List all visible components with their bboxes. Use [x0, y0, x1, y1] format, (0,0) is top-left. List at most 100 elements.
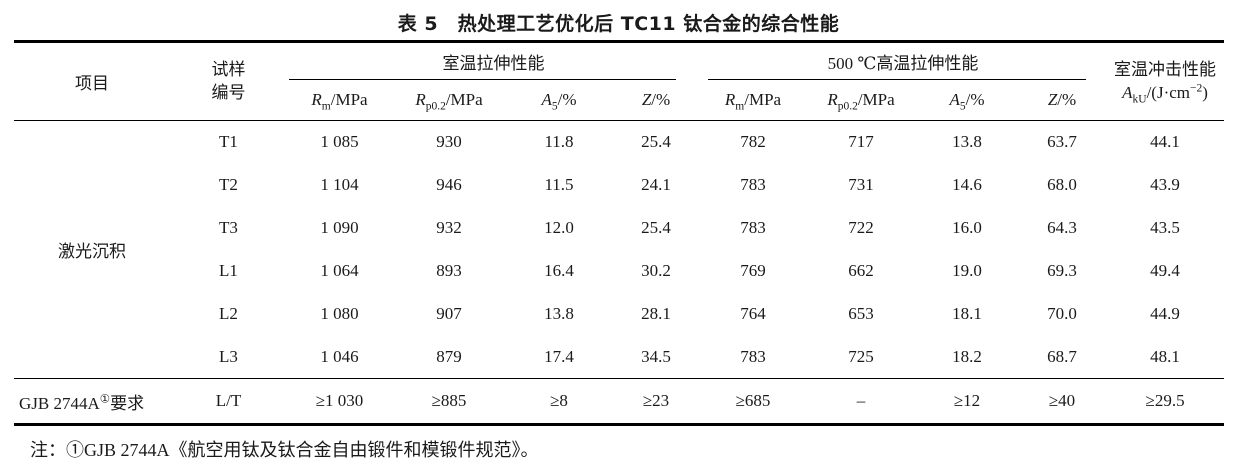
table-row-l1: L1 1 064 893 16.4 30.2 769 662 19.0 69.3… — [14, 250, 1224, 293]
value-cell: 34.5 — [641, 346, 671, 366]
col-header-rm-high-temp: Rm/MPa — [700, 79, 806, 121]
symbol-italic: R — [415, 89, 426, 109]
value-cell: 68.0 — [1047, 175, 1077, 194]
value-cell: 930 — [436, 132, 462, 152]
group-header-high-temp-label: 500 ℃高温拉伸性能 — [827, 53, 979, 73]
unit-text: /MPa — [330, 89, 368, 109]
col-header-rp02-room: Rp0.2/MPa — [392, 79, 506, 121]
sample-id-cell: L1 — [219, 261, 238, 280]
requirement-sample-cell: L/T — [170, 378, 287, 425]
unit-text: /MPa — [445, 89, 483, 109]
value-cell: 11.8 — [544, 132, 574, 152]
sample-id-cell: T2 — [219, 175, 238, 194]
value-cell: 63.7 — [1047, 132, 1077, 152]
col-header-project: 项目 — [14, 41, 170, 121]
value-cell: 24.1 — [641, 175, 671, 194]
requirement-value-cell: ≥40 — [1018, 378, 1107, 425]
value-cell: 725 — [848, 346, 874, 366]
value-cell: 16.4 — [544, 261, 574, 280]
value-cell: 722 — [848, 218, 874, 237]
value-cell: 30.2 — [641, 261, 671, 280]
value-cell: 64.3 — [1047, 218, 1077, 237]
group-header-room-label: 室温拉伸性能 — [442, 53, 545, 73]
requirement-value-cell: – — [806, 378, 916, 425]
table-row-l2: L2 1 080 907 13.8 28.1 764 653 18.1 70.0… — [14, 293, 1224, 336]
value-cell: 13.8 — [952, 132, 982, 152]
project-cell: 激光沉积 — [58, 242, 126, 261]
value-cell: 13.8 — [544, 304, 574, 323]
requirement-row: GJB 2744A①要求 L/T ≥1 030 ≥885 ≥8 ≥23 ≥685… — [14, 378, 1225, 425]
value-cell: 946 — [436, 175, 462, 194]
value-cell: 70.0 — [1047, 304, 1077, 323]
value-cell: 16.0 — [952, 218, 982, 237]
sample-header-line1: 试样 — [211, 59, 246, 79]
symbol-subscript: p0.2 — [425, 100, 446, 113]
value-cell: 12.0 — [544, 218, 574, 237]
value-cell: 893 — [436, 261, 462, 280]
group-header-room-tensile: 室温拉伸性能 — [287, 42, 700, 80]
value-cell: 25.4 — [641, 218, 671, 237]
requirement-value-cell: ≥885 — [392, 378, 506, 425]
unit-text: /% — [1057, 89, 1077, 109]
requirement-value-cell: ≥12 — [916, 378, 1018, 425]
value-cell: 43.5 — [1150, 218, 1180, 237]
impact-unit-exponent: −2 — [1190, 81, 1203, 94]
value-cell: 1 064 — [320, 261, 359, 280]
value-cell: 662 — [848, 261, 874, 280]
value-cell: 1 104 — [320, 175, 359, 194]
sample-id-cell: L2 — [219, 304, 238, 323]
col-header-sample-id: 试样 编号 — [170, 41, 287, 121]
table-row-t1: 激光沉积 T1 1 085 930 11.8 25.4 782 717 13.8… — [14, 121, 1224, 261]
value-cell: 14.6 — [952, 175, 982, 194]
impact-header-label: 室温冲击性能 — [1114, 59, 1217, 79]
symbol-subscript: 5 — [959, 100, 966, 113]
unit-text: /MPa — [744, 89, 782, 109]
col-header-a5-room: A5/% — [506, 79, 612, 121]
requirement-standard-name: GJB 2744A — [19, 393, 100, 413]
value-cell: 783 — [740, 346, 766, 366]
symbol-italic: R — [724, 89, 736, 109]
value-cell: 782 — [740, 132, 766, 152]
group-underline-room — [289, 78, 676, 80]
impact-unit-pre: /(J·cm — [1146, 82, 1191, 102]
value-cell: 783 — [740, 175, 766, 194]
col-header-z-high-temp: Z/% — [1018, 79, 1107, 121]
value-cell: 717 — [848, 132, 874, 152]
unit-text: /% — [651, 89, 671, 109]
value-cell: 932 — [436, 218, 462, 237]
symbol-italic: Z — [1047, 89, 1058, 109]
unit-text: /% — [557, 89, 577, 109]
requirement-value-cell: ≥8 — [506, 378, 612, 425]
requirement-value-cell: ≥23 — [612, 378, 700, 425]
requirement-label-suffix: 要求 — [110, 393, 145, 413]
value-cell: 1 090 — [320, 218, 359, 237]
value-cell: 731 — [848, 175, 874, 194]
symbol-italic: R — [827, 89, 838, 109]
requirement-value-cell: ≥29.5 — [1106, 378, 1225, 425]
impact-unit-formula: AkU/(J·cm−2) — [1106, 82, 1224, 105]
value-cell: 25.4 — [641, 132, 671, 152]
unit-text: /MPa — [857, 89, 895, 109]
requirement-label: GJB 2744A①要求 — [14, 378, 170, 425]
table-row-t2: T2 1 104 946 11.5 24.1 783 731 14.6 68.0… — [14, 164, 1224, 207]
value-cell: 1 080 — [320, 304, 359, 323]
table-row-t3: T3 1 090 932 12.0 25.4 783 722 16.0 64.3… — [14, 207, 1224, 250]
requirement-value-cell: ≥1 030 — [287, 378, 392, 425]
symbol-subscript: m — [735, 100, 745, 113]
value-cell: 19.0 — [952, 261, 982, 280]
symbol-italic: Z — [641, 89, 652, 109]
impact-symbol-italic: A — [1122, 82, 1133, 102]
sample-id-cell: L3 — [219, 346, 238, 366]
value-cell: 44.9 — [1150, 304, 1180, 323]
value-cell: 653 — [848, 304, 874, 323]
symbol-italic: A — [949, 89, 960, 109]
symbol-italic: A — [541, 89, 552, 109]
value-cell: 43.9 — [1150, 175, 1180, 194]
col-header-rp02-high-temp: Rp0.2/MPa — [806, 79, 916, 121]
group-underline-high-temp — [708, 78, 1087, 80]
impact-unit-post: ) — [1202, 82, 1208, 102]
value-cell: 11.5 — [544, 175, 574, 194]
group-header-high-temp-tensile: 500 ℃高温拉伸性能 — [700, 42, 1106, 80]
properties-table: 项目 试样 编号 室温拉伸性能 500 ℃高温拉伸性能 — [14, 40, 1225, 426]
requirement-value-cell: ≥685 — [700, 378, 806, 425]
